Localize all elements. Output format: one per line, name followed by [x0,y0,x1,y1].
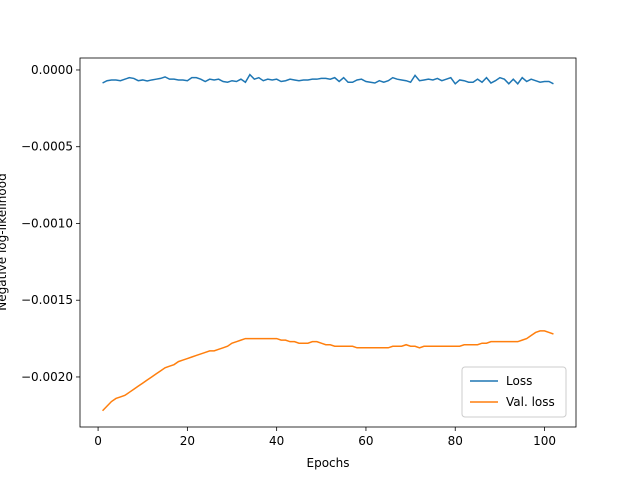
x-axis-label: Epochs [307,456,350,470]
x-tick-label: 20 [180,434,195,448]
x-tick-label: 60 [358,434,373,448]
axes-frame [79,57,577,428]
data-line [102,330,554,412]
data-line [102,73,554,85]
y-tick-label: 0.0000 [31,63,73,77]
x-tick-label: 40 [269,434,284,448]
x-tick-label: 100 [533,434,556,448]
x-tick-label: 0 [94,434,102,448]
legend-box [461,366,567,418]
legend-label: Loss [506,374,532,388]
y-tick-label: −0.0020 [21,370,73,384]
y-tick-label: −0.0015 [21,293,73,307]
y-tick-label: −0.0010 [21,216,73,230]
plot-area [80,58,576,427]
x-tick-label: 80 [448,434,463,448]
legend-label: Val. loss [506,395,555,409]
y-axis-label: Negative log-likelihood [0,173,9,310]
y-tick-label: −0.0005 [21,140,73,154]
